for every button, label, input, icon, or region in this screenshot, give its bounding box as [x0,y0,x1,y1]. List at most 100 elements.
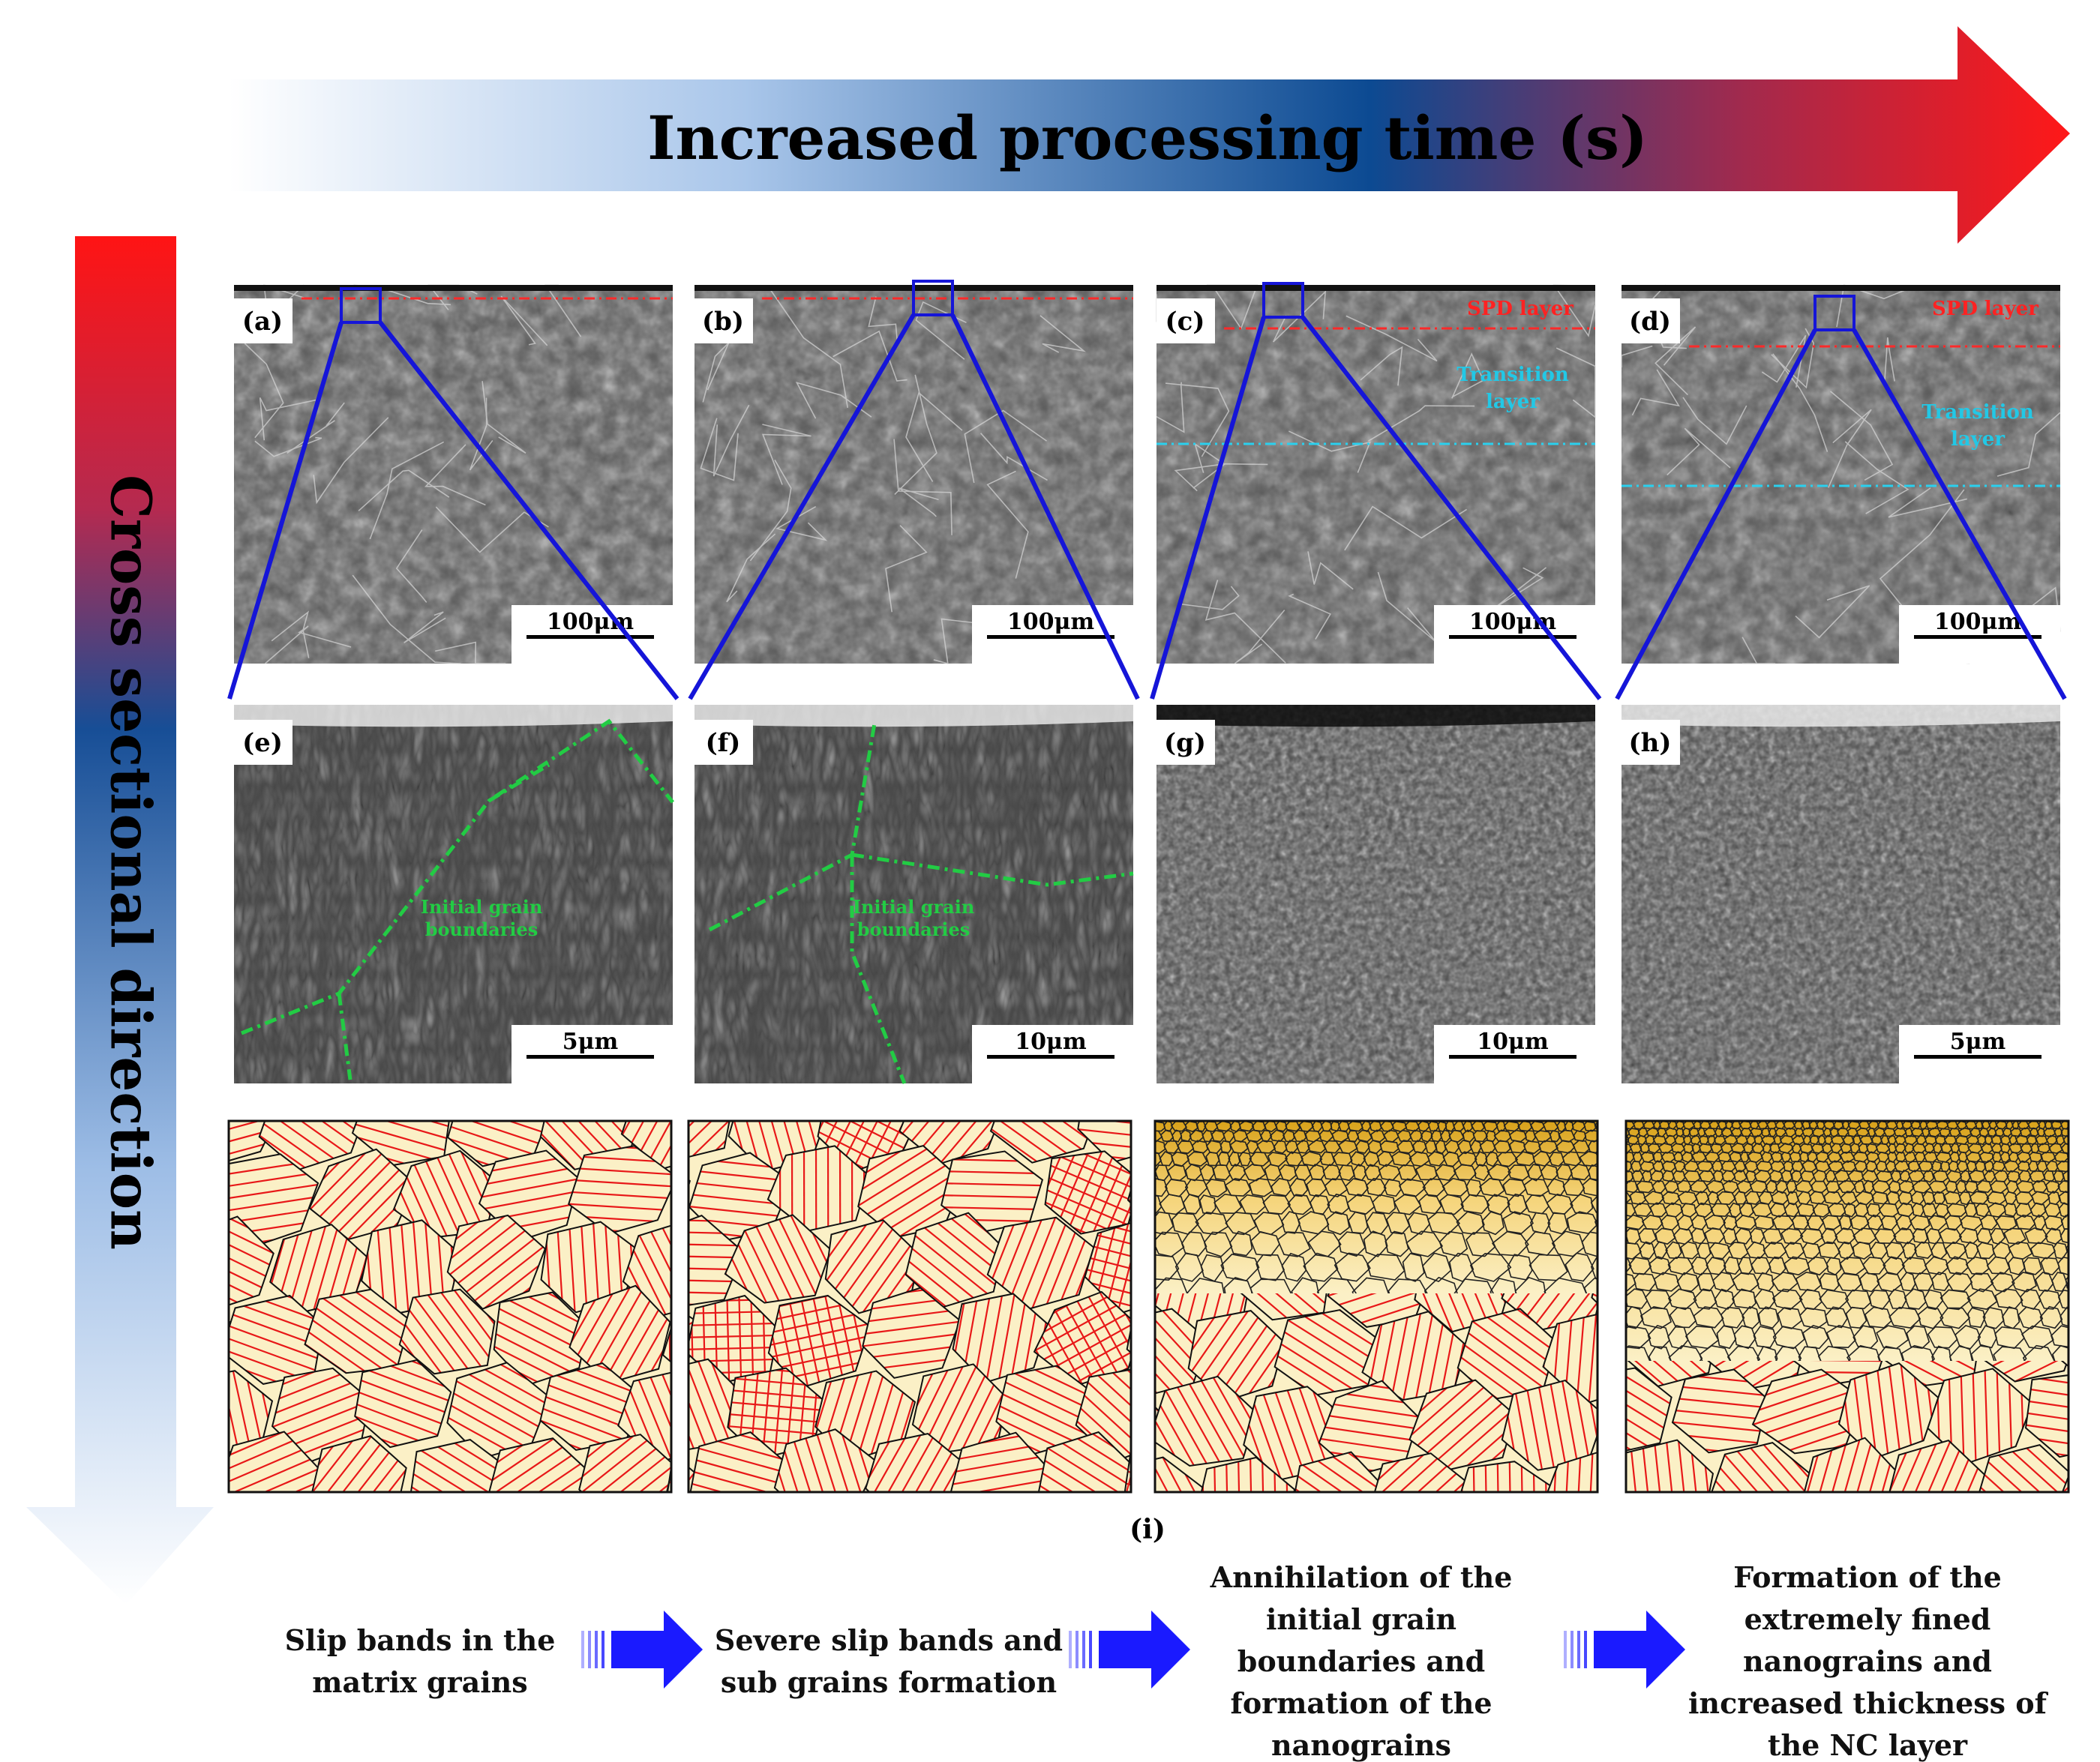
zoom-box [1814,295,1856,331]
sem-label-box [1156,298,1215,343]
sem-panel-label: (h) [1629,728,1672,758]
sem-label-box [1622,298,1680,343]
sem-panel-label: (g) [1164,728,1206,758]
schematic-grain [540,1363,644,1450]
step-caption-line: the NC layer [1768,1728,1968,1762]
sem-image-texture [234,705,673,1083]
sem-panel-label: (a) [242,307,283,337]
sem-label-box [234,298,292,343]
step-caption-line: boundaries and [1238,1644,1485,1678]
sem-panel-label: (f) [706,728,741,758]
step-caption-line: formation of the [1230,1686,1492,1720]
scale-bar-box [1434,1025,1595,1083]
scale-bar-text: 5μm [562,1029,619,1055]
step-arrow-shape [1594,1611,1685,1689]
scale-bar [526,635,654,639]
sem-panel-b: (b) 100μm [694,285,1133,665]
cross-section-arrow-label: Cross sectional direction [98,475,163,1250]
zoom-box [1262,282,1304,319]
scale-bar [526,1055,654,1059]
scale-bar-text: 100μm [1007,609,1095,635]
schematic-grain [1045,1151,1131,1234]
sem-surface [1156,285,1595,291]
step-arrow-shape [1099,1611,1190,1689]
scale-bar-text: 100μm [547,609,634,635]
steps-row: Slip bands in the matrix grains Severe sli… [285,1560,2049,1762]
schematic-label: (i) [1130,1514,1166,1545]
nanograin-layer [1626,1121,2068,1361]
sem-label-box [694,720,753,765]
processing-time-arrow-label: Increased processing time (s) [647,103,1648,173]
step-arrow-shape [611,1611,703,1689]
grain-boundary-annotation-2: boundaries [425,918,538,940]
transition-layer-label-2: layer [1486,391,1540,413]
sem-label-box [1622,720,1680,765]
zoom-line-right [378,321,680,700]
scale-bar-text: 100μm [1469,609,1557,635]
schematic-grain [399,1289,495,1374]
schematic-grain [1078,1121,1131,1163]
schematic-grain [950,1432,1048,1492]
schematic-panel-3 [1154,1119,1599,1494]
schematic-grain [352,1121,452,1166]
step-caption-line: nanograins and [1743,1644,1992,1678]
schematic-grain [1928,1368,2032,1464]
sem-image-texture [1622,705,2060,1083]
schematic-grain [1502,1380,1598,1470]
schematic-panel-1 [227,1119,673,1645]
schematic-grain [1838,1363,1939,1458]
schematic-grain [941,1151,1042,1233]
scale-bar-text: 10μm [1477,1029,1549,1055]
grain-boundary-trace [241,718,674,1080]
schematic-grain [1274,1310,1381,1395]
cross-section-arrow-shape [26,236,214,1605]
schematic-grain [299,1469,508,1645]
sem-panel-h: (h) 5μm [1622,705,2060,1083]
schematic-frame [227,1119,673,1494]
schematic-grain [912,1364,1007,1452]
sem-image-texture [1156,705,1595,1083]
sem-label-box [694,298,753,343]
schematic-grain [1540,1449,1598,1492]
step-caption-2: Severe slip bands and sub grains formatio… [715,1623,1063,1699]
sem-panel-label: (d) [1629,307,1671,337]
step-caption-line: extremely fined [1744,1602,1991,1636]
sem-surface [1622,705,2060,727]
scale-bar-box [512,605,673,664]
spd-layer-label: SPD layer [1932,298,2038,320]
scale-bar-text: 100μm [1934,609,2022,635]
schematic-grain [541,1221,642,1313]
step-caption-3: Annihilation of the initial grain boundari… [1210,1560,1513,1762]
step-caption-1: Slip bands in the matrix grains [285,1623,556,1699]
scale-bar-box [1434,605,1595,664]
zoom-line-left [1150,316,1266,700]
step-caption-line: Severe slip bands and [715,1623,1063,1657]
schematic-row [227,1119,2070,1645]
schematic-grain [1454,1461,1558,1492]
transition-layer-label: Transition [1922,401,2034,424]
scale-bar [1914,1055,2042,1059]
sem-panel-g: (g) 10μm [1156,705,1595,1083]
schematic-grain [229,1295,323,1384]
schematic-grain [690,1432,790,1492]
zoom-line-left [1615,328,1817,700]
step-caption-4: Formation of the extremely fined nanograin… [1688,1560,2049,1762]
scale-bar-text: 10μm [1015,1029,1087,1055]
scale-bar [1449,1055,1576,1059]
scale-bar [987,1055,1114,1059]
grain-boundary-annotation-2: boundaries [857,918,970,940]
step-caption-line: nanograins [1271,1728,1451,1762]
processing-time-arrow-shape [229,26,2070,244]
schematic-grain [355,1359,452,1448]
grain-boundary-trace [708,723,1134,1084]
step-arrow-1 [581,1611,703,1689]
transition-layer-label: Transition [1456,364,1569,386]
schematic-grain [270,1224,369,1312]
sem-panel-label: (e) [242,728,283,758]
zoom-line-left [688,313,916,700]
grain-boundary-annotation: Initial grain [421,896,543,918]
sem-overview-row: (a) 100μm (b) 100μm (c) 100μm SPD layer Transit… [234,283,2061,665]
